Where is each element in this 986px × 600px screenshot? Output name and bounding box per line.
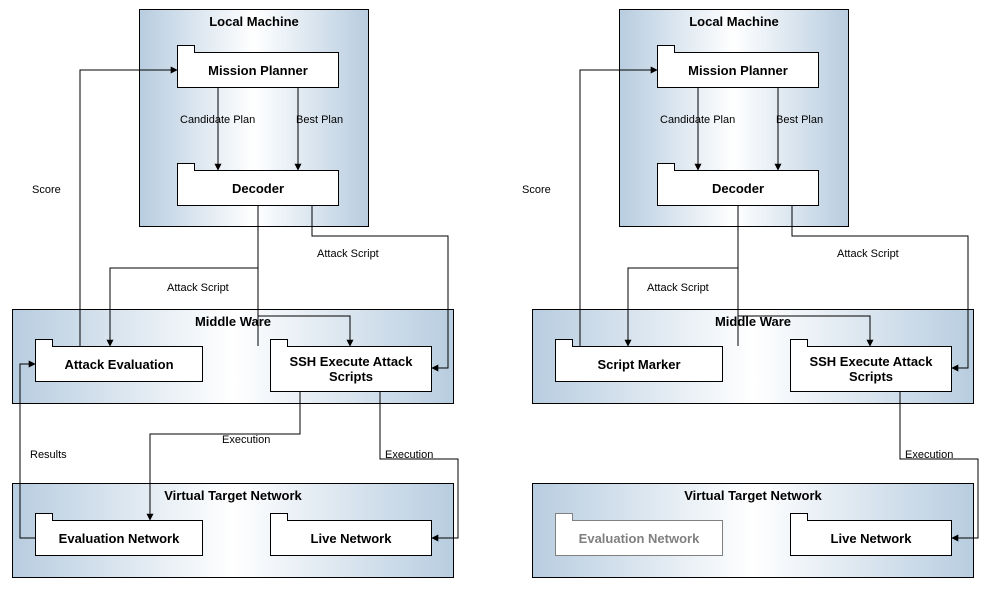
- edge-label-5: Execution: [222, 434, 270, 446]
- edge-label-3: Attack Script: [167, 282, 229, 294]
- node-tab-icon: [177, 45, 195, 53]
- edge-label-8: Candidate Plan: [660, 114, 735, 126]
- node-label-L_mp: Mission Planner: [208, 63, 308, 78]
- node-label-L_ae: Attack Evaluation: [64, 357, 173, 372]
- edge-label-13: Execution: [905, 449, 953, 461]
- container-title-R_vtn: Virtual Target Network: [533, 488, 973, 503]
- edge-label-11: Attack Script: [647, 282, 709, 294]
- node-R_ln: Live Network: [790, 520, 952, 556]
- node-label-L_ln: Live Network: [311, 531, 392, 546]
- node-tab-icon: [555, 513, 573, 521]
- node-tab-icon: [270, 339, 288, 347]
- edge-label-9: Best Plan: [776, 114, 823, 126]
- node-L_en: Evaluation Network: [35, 520, 203, 556]
- node-R_ssh: SSH Execute Attack Scripts: [790, 346, 952, 392]
- edge-label-7: Results: [30, 449, 67, 461]
- node-tab-icon: [657, 45, 675, 53]
- node-label-R_dec: Decoder: [712, 181, 764, 196]
- edge-label-4: Score: [32, 184, 61, 196]
- container-title-R_local: Local Machine: [620, 14, 848, 29]
- node-label-L_ssh: SSH Execute Attack Scripts: [277, 354, 425, 384]
- node-tab-icon: [270, 513, 288, 521]
- node-label-R_mp: Mission Planner: [688, 63, 788, 78]
- node-tab-icon: [35, 339, 53, 347]
- edge-label-6: Execution: [385, 449, 433, 461]
- node-label-L_en: Evaluation Network: [59, 531, 180, 546]
- node-label-R_en: Evaluation Network: [579, 531, 700, 546]
- node-R_dec: Decoder: [657, 170, 819, 206]
- node-tab-icon: [657, 163, 675, 171]
- container-title-L_local: Local Machine: [140, 14, 368, 29]
- node-L_ae: Attack Evaluation: [35, 346, 203, 382]
- node-label-R_sm: Script Marker: [597, 357, 680, 372]
- node-R_mp: Mission Planner: [657, 52, 819, 88]
- node-L_ln: Live Network: [270, 520, 432, 556]
- node-tab-icon: [35, 513, 53, 521]
- container-title-L_mw: Middle Ware: [13, 314, 453, 329]
- edge-label-2: Attack Script: [317, 248, 379, 260]
- node-L_dec: Decoder: [177, 170, 339, 206]
- container-title-L_vtn: Virtual Target Network: [13, 488, 453, 503]
- container-title-R_mw: Middle Ware: [533, 314, 973, 329]
- edge-label-0: Candidate Plan: [180, 114, 255, 126]
- node-label-L_dec: Decoder: [232, 181, 284, 196]
- node-R_sm: Script Marker: [555, 346, 723, 382]
- node-tab-icon: [177, 163, 195, 171]
- edge-label-1: Best Plan: [296, 114, 343, 126]
- node-tab-icon: [790, 339, 808, 347]
- node-L_ssh: SSH Execute Attack Scripts: [270, 346, 432, 392]
- node-label-R_ssh: SSH Execute Attack Scripts: [797, 354, 945, 384]
- edge-label-12: Score: [522, 184, 551, 196]
- edge-label-10: Attack Script: [837, 248, 899, 260]
- node-label-R_ln: Live Network: [831, 531, 912, 546]
- node-L_mp: Mission Planner: [177, 52, 339, 88]
- node-R_en: Evaluation Network: [555, 520, 723, 556]
- node-tab-icon: [790, 513, 808, 521]
- node-tab-icon: [555, 339, 573, 347]
